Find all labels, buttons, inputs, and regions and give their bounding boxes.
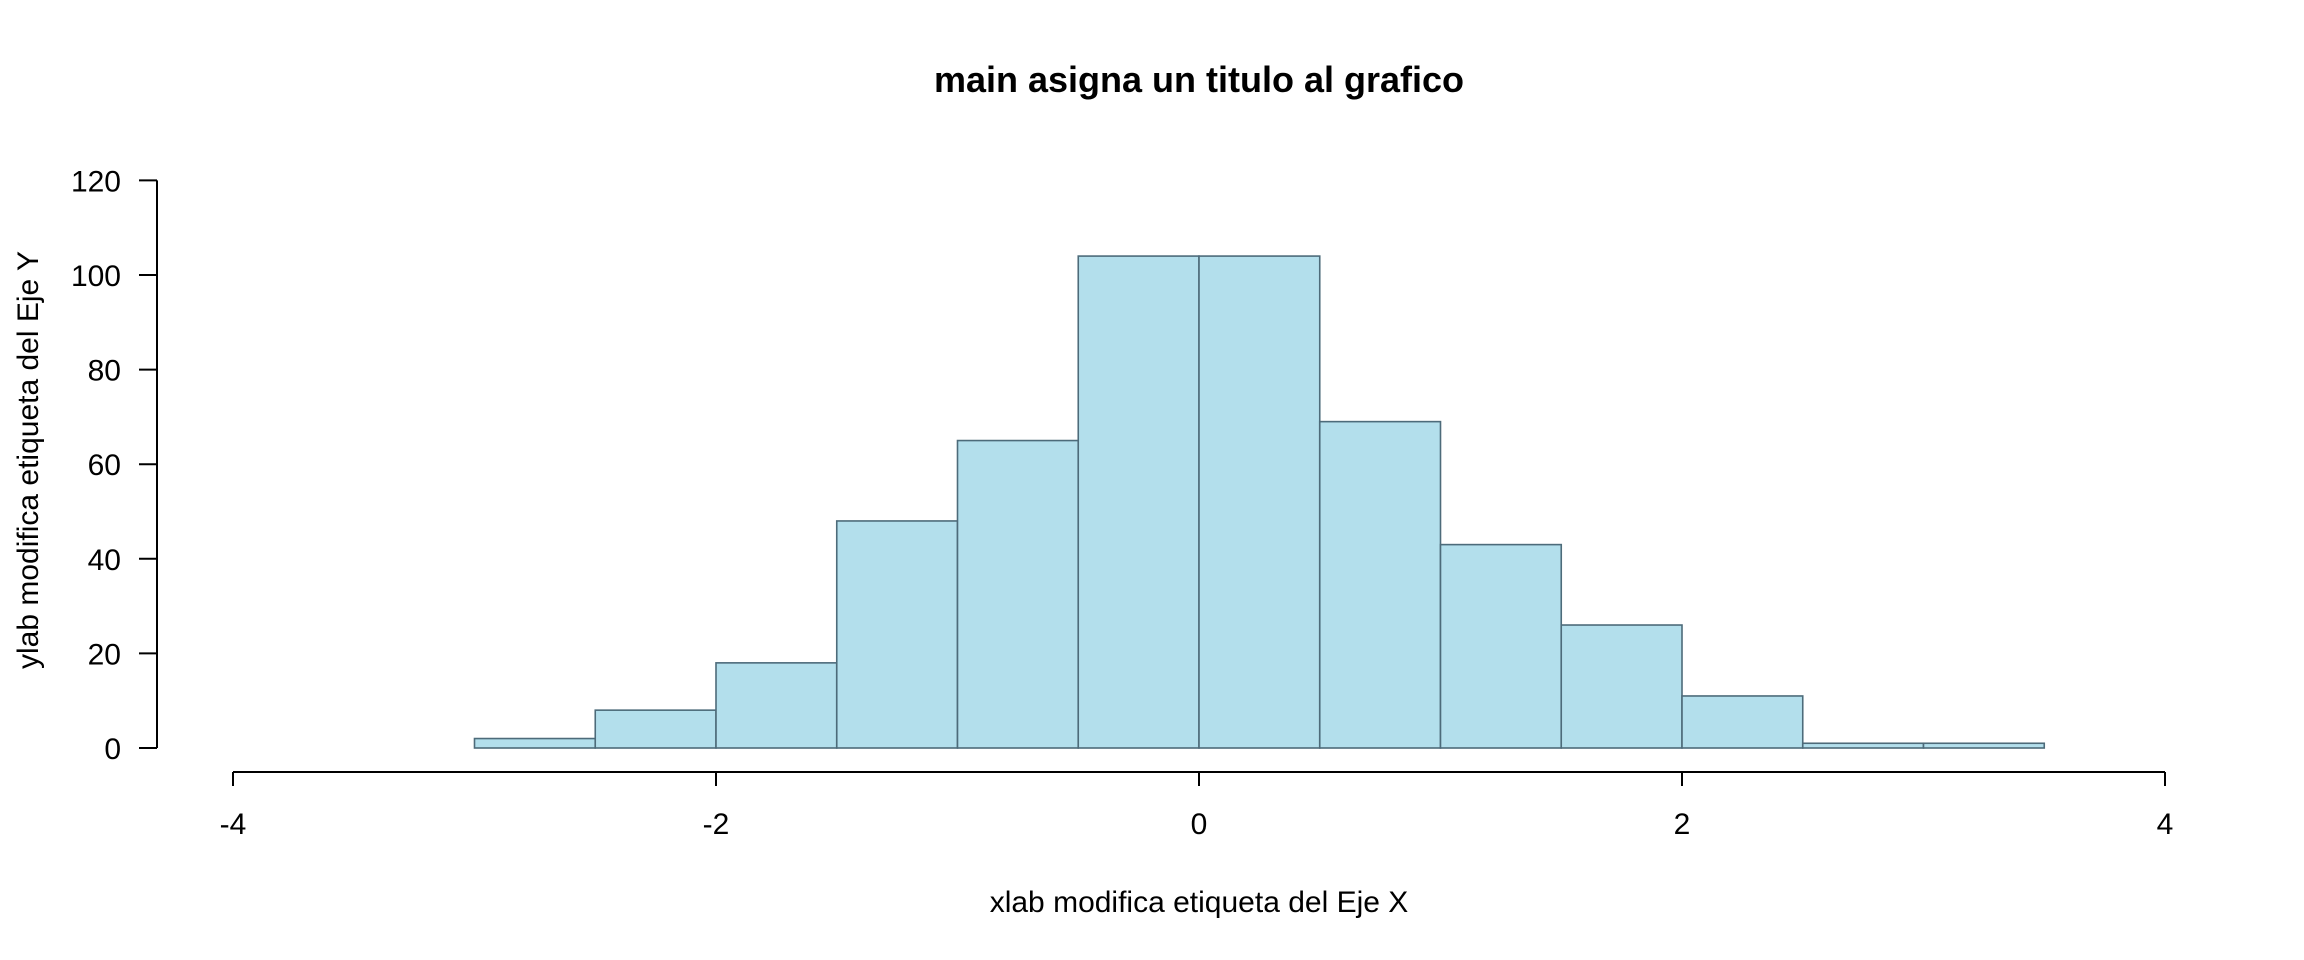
histogram-bar	[1560, 624, 1683, 749]
x-tick-label: 2	[1674, 808, 1691, 841]
bars-group	[473, 255, 2046, 749]
y-tick-label: 20	[88, 638, 121, 671]
x-tick-label: -2	[703, 808, 730, 841]
y-tick-label: 40	[88, 544, 121, 577]
histogram-bar	[1439, 543, 1563, 749]
y-tick-label: 80	[88, 355, 121, 388]
y-tick-label: 60	[88, 449, 121, 482]
y-axis: 0 20 40 60 80 100 120	[71, 165, 158, 766]
histogram-bar	[715, 662, 838, 749]
histogram-bar	[956, 439, 1080, 749]
histogram-bar	[1077, 255, 1200, 749]
y-tick-label: 0	[104, 733, 121, 766]
x-axis-label: xlab modifica etiqueta del Eje X	[990, 886, 1409, 919]
histogram-bar	[835, 520, 959, 749]
histogram-bar	[1801, 742, 1925, 749]
x-tick-label: 4	[2157, 808, 2174, 841]
histogram-bar	[1922, 742, 2046, 749]
x-tick-label: -4	[220, 808, 247, 841]
histogram-bar	[473, 737, 597, 749]
histogram-bar	[1198, 255, 1321, 749]
y-tick-label: 120	[71, 165, 121, 198]
histogram-bar	[1318, 420, 1442, 749]
x-axis: -4 -2 0 2 4	[220, 771, 2174, 841]
histogram-bar	[1681, 695, 1804, 749]
y-tick-label: 100	[71, 260, 121, 293]
histogram-bar	[594, 709, 717, 749]
x-tick-label: 0	[1191, 808, 1208, 841]
chart-title: main asigna un titulo al grafico	[934, 59, 1464, 100]
y-axis-label: ylab modifica etiqueta del Eje Y	[12, 251, 45, 669]
